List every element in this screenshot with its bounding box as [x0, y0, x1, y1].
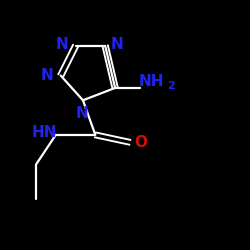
Text: O: O: [134, 135, 147, 150]
Text: N: N: [75, 106, 88, 122]
Text: HN: HN: [32, 126, 58, 140]
Text: 2: 2: [167, 81, 174, 91]
Text: N: N: [41, 68, 54, 83]
Text: N: N: [110, 37, 123, 52]
Text: NH: NH: [138, 74, 164, 89]
Text: N: N: [56, 37, 68, 52]
